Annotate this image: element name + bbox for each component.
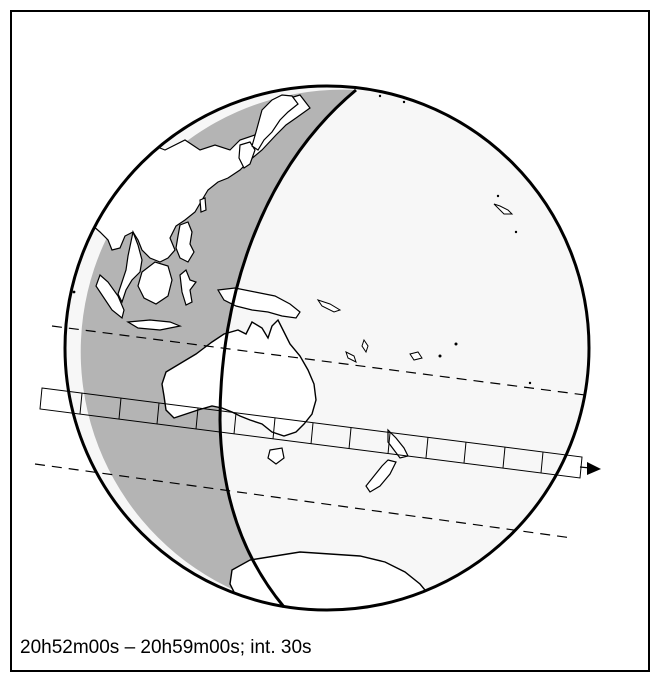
- globe-outline: [63, 84, 591, 612]
- interval-tick: [463, 441, 467, 464]
- landmass-hawaii-small: [493, 203, 514, 215]
- interval-tick: [540, 451, 544, 474]
- terminator-line: [218, 88, 357, 608]
- landmass-small-island: [438, 354, 442, 358]
- landmass-small-island: [496, 194, 500, 198]
- interval-tick: [310, 422, 314, 445]
- interval-tick: [79, 392, 83, 415]
- landmass-fiji: [409, 351, 423, 361]
- interval-tick: [156, 402, 160, 425]
- landmass-sumatra: [95, 273, 125, 320]
- landmass-australia: [161, 318, 317, 437]
- landmass-japan: [251, 94, 299, 151]
- landmass-small-island: [410, 598, 414, 602]
- landmass-small-island: [514, 230, 518, 234]
- landmass-solomon-islands: [316, 299, 342, 313]
- landmass-tasmania: [267, 447, 285, 465]
- landmass-small-island: [402, 100, 406, 104]
- landmass-malay-peninsula: [117, 229, 143, 304]
- arrowhead-right-icon: [587, 462, 601, 475]
- landmass-java: [126, 319, 183, 331]
- interval-tick: [387, 432, 391, 455]
- interval-tick: [348, 427, 352, 450]
- southern-limit-line: [34, 463, 573, 539]
- landmass-small-island: [454, 342, 458, 346]
- landmass-small-island: [72, 290, 76, 294]
- landmass-sulawesi: [179, 269, 197, 306]
- landmass-small-island: [420, 94, 424, 98]
- interval-ticks: [79, 392, 544, 474]
- interval-tick: [118, 397, 122, 420]
- landmass-taiwan: [199, 197, 207, 213]
- northern-limit-line: [51, 325, 586, 396]
- landmass-new-caledonia: [345, 351, 357, 363]
- landmass-korea: [238, 141, 256, 169]
- interval-tick: [272, 417, 276, 440]
- landmass-new-zealand-south: [365, 459, 397, 493]
- eclipse-path-band: [39, 387, 583, 479]
- interval-tick: [502, 446, 506, 469]
- landmass-borneo: [137, 261, 173, 305]
- interval-tick: [425, 436, 429, 459]
- interval-tick: [195, 407, 199, 430]
- interval-tick: [233, 412, 237, 435]
- landmass-small-island: [528, 381, 532, 385]
- landmass-vanuatu: [361, 338, 369, 354]
- time-range-caption: 20h52m00s – 20h59m00s; int. 30s: [20, 637, 312, 658]
- landmass-philippines: [175, 221, 195, 263]
- landmass-new-guinea: [217, 287, 301, 319]
- landmass-small-island: [378, 94, 382, 98]
